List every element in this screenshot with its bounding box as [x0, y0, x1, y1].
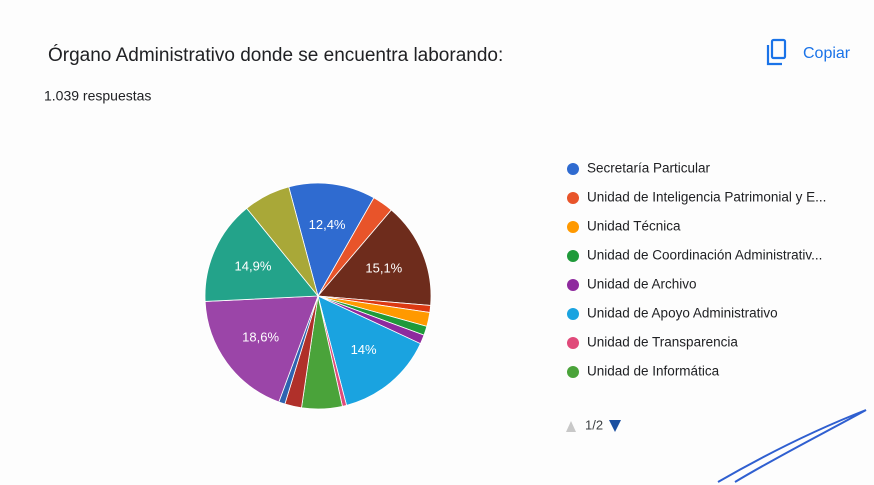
legend-label: Secretaría Particular [587, 161, 711, 176]
legend: Secretaría Particular Unidad de Inteligen… [567, 161, 826, 379]
legend-swatch [567, 192, 579, 204]
slice-label: 14,9% [235, 258, 272, 273]
slice-label: 14% [351, 342, 377, 357]
legend-swatch [567, 279, 579, 291]
copy-label: Copiar [803, 45, 851, 62]
pie-slice [288, 182, 375, 298]
pie-slice [317, 209, 432, 306]
pager-label: 1/2 [585, 417, 603, 432]
pie-slice [204, 295, 319, 403]
pager-next[interactable] [609, 420, 621, 432]
pager: 1/2 [566, 417, 621, 432]
legend-swatch [567, 221, 579, 233]
legend-swatch [567, 337, 579, 349]
legend-swatch [567, 250, 579, 262]
legend-label: Unidad de Inteligencia Patrimonial y E..… [587, 190, 826, 205]
copy-icon-back [766, 45, 782, 66]
legend-label: Unidad Técnica [587, 219, 681, 234]
chart-title: Órgano Administrativo donde se encuentra… [48, 44, 503, 66]
copy-icon [770, 38, 787, 60]
response-count: 1.039 respuestas [44, 88, 151, 104]
pie-slice [204, 207, 319, 302]
legend-swatch [567, 308, 579, 320]
slice-label: 18,6% [242, 330, 279, 345]
legend-label: Unidad de Apoyo Administrativo [587, 306, 778, 321]
pen-stroke [717, 409, 867, 483]
legend-label: Unidad de Transparencia [587, 335, 738, 350]
legend-label: Unidad de Coordinación Administrativ... [587, 248, 822, 263]
pie: 12,4% 15,1% 14% 18,6% 14,9% [204, 182, 432, 410]
slice-label: 12,4% [309, 217, 346, 232]
copy-button[interactable]: Copiar [766, 38, 851, 66]
legend-swatch [567, 366, 579, 378]
slice-label: 15,1% [365, 260, 402, 275]
pie-slice [317, 295, 421, 406]
pie-slice [246, 186, 319, 297]
pager-prev[interactable] [566, 421, 576, 432]
legend-label: Unidad de Informática [587, 364, 720, 379]
legend-label: Unidad de Archivo [587, 277, 697, 292]
legend-swatch [567, 163, 579, 175]
